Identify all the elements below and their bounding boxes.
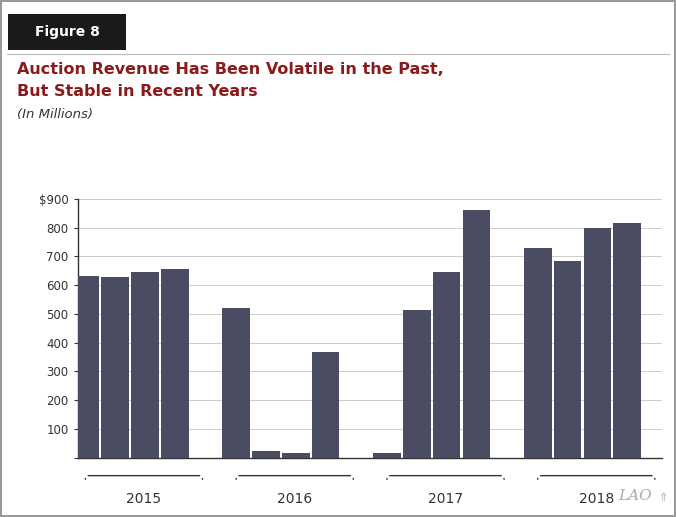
Bar [101,278,129,458]
Bar [373,453,401,458]
Text: ⇑: ⇑ [659,493,669,503]
Text: LAO: LAO [619,489,652,503]
Bar [462,210,490,458]
Bar [161,268,189,458]
Text: 2016: 2016 [277,492,312,507]
Text: Auction Revenue Has Been Volatile in the Past,: Auction Revenue Has Been Volatile in the… [17,62,443,77]
Text: 2018: 2018 [579,492,614,507]
Text: Figure 8: Figure 8 [35,25,99,39]
Bar [252,451,280,458]
Text: 2015: 2015 [126,492,162,507]
Bar [282,453,310,458]
Text: But Stable in Recent Years: But Stable in Recent Years [17,84,258,99]
Bar [72,276,99,458]
Bar [554,261,581,458]
Bar [222,308,250,458]
Bar [403,311,431,458]
Bar [524,249,552,458]
Text: 2017: 2017 [428,492,463,507]
Bar [433,272,460,458]
Bar [312,352,339,458]
Bar [131,272,159,458]
Bar [583,228,611,458]
Text: (In Millions): (In Millions) [17,108,93,120]
Bar [614,223,641,458]
